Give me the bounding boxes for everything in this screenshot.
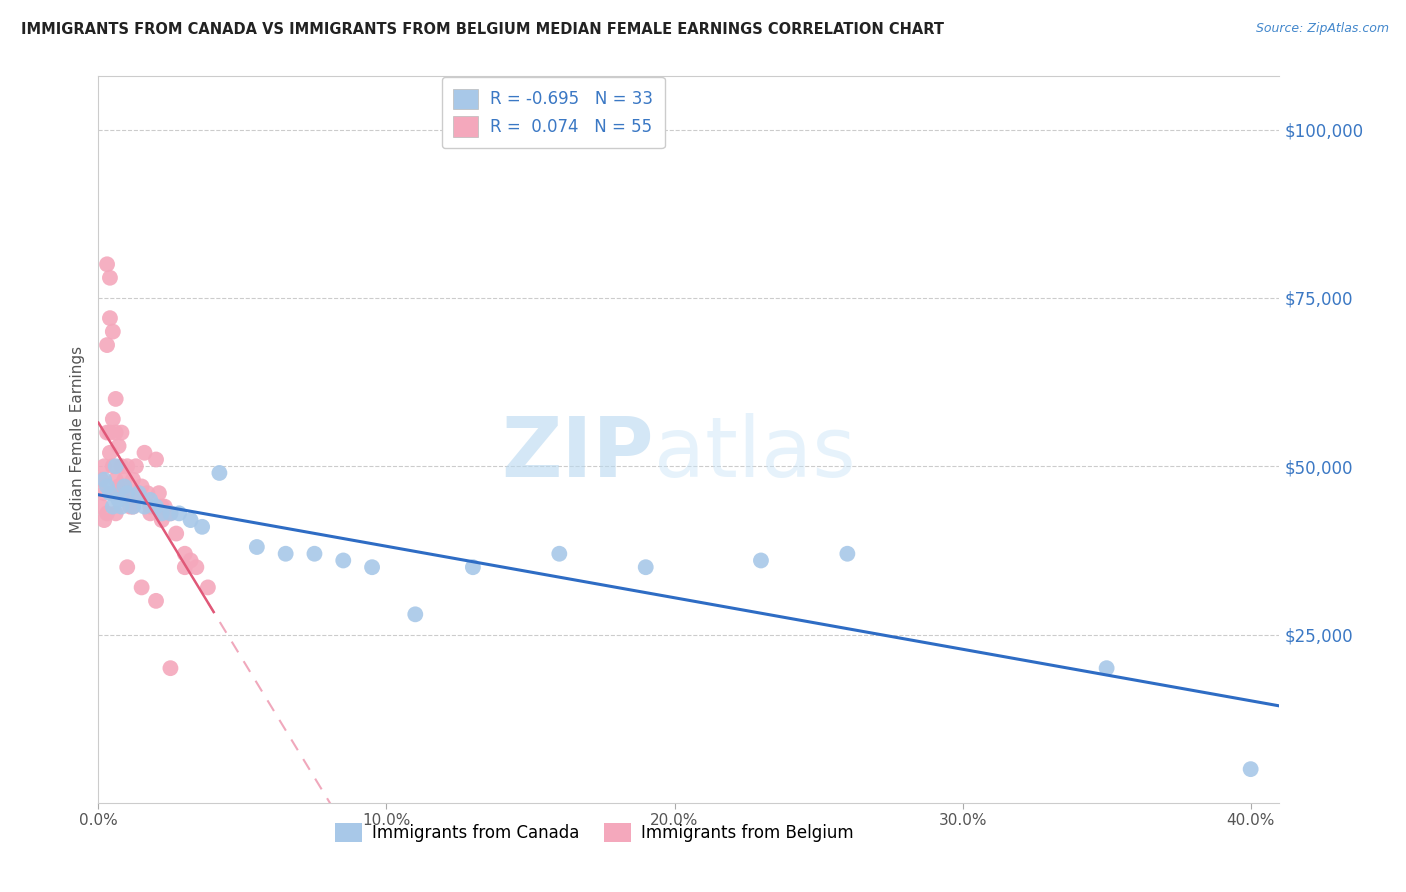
Point (115, 486, 138, 500)
Point (93, 513, 115, 527)
Point (131, 581, 153, 595)
Point (150, 513, 173, 527)
Point (125, 459, 148, 474)
Point (173, 547, 195, 561)
Point (93, 473, 115, 487)
Point (98, 311, 121, 326)
Point (101, 325, 124, 339)
Text: ZIP: ZIP (501, 413, 654, 494)
Point (128, 486, 150, 500)
Point (98, 446, 121, 460)
Point (98, 425, 121, 440)
Point (749, 553, 772, 567)
Point (180, 553, 202, 567)
Legend: Immigrants from Canada, Immigrants from Belgium: Immigrants from Canada, Immigrants from … (329, 816, 860, 849)
Point (104, 473, 127, 487)
Point (167, 507, 190, 521)
Point (837, 547, 859, 561)
Point (96, 425, 118, 440)
Point (134, 446, 156, 460)
Point (90, 473, 112, 487)
Point (361, 560, 384, 574)
Point (1240, 762, 1263, 776)
Point (148, 486, 170, 500)
Text: atlas: atlas (654, 413, 855, 494)
Point (120, 500, 142, 514)
Point (98, 486, 121, 500)
Point (208, 466, 231, 480)
Point (110, 425, 132, 440)
Point (107, 479, 129, 493)
Point (131, 479, 153, 493)
Point (139, 507, 162, 521)
Point (104, 392, 127, 406)
Point (159, 661, 181, 675)
Point (159, 507, 181, 521)
Point (101, 412, 124, 426)
Point (110, 486, 132, 500)
Point (101, 459, 124, 474)
Text: IMMIGRANTS FROM CANADA VS IMMIGRANTS FROM BELGIUM MEDIAN FEMALE EARNINGS CORRELA: IMMIGRANTS FROM CANADA VS IMMIGRANTS FRO… (21, 22, 943, 37)
Point (115, 560, 138, 574)
Point (104, 507, 127, 521)
Point (112, 479, 135, 493)
Point (96, 257, 118, 271)
Point (145, 452, 167, 467)
Point (110, 459, 132, 474)
Point (1095, 661, 1118, 675)
Y-axis label: Median Female Earnings: Median Female Earnings (69, 346, 84, 533)
Point (180, 513, 202, 527)
Point (145, 594, 167, 608)
Point (304, 547, 326, 561)
Point (332, 553, 354, 567)
Text: Source: ZipAtlas.com: Source: ZipAtlas.com (1256, 22, 1389, 36)
Point (104, 425, 127, 440)
Point (110, 500, 132, 514)
Point (93, 459, 115, 474)
Point (122, 473, 145, 487)
Point (139, 500, 162, 514)
Point (150, 507, 173, 521)
Point (115, 486, 138, 500)
Point (548, 547, 571, 561)
Point (128, 486, 150, 500)
Point (145, 500, 167, 514)
Point (165, 526, 187, 541)
Point (104, 459, 127, 474)
Point (107, 439, 129, 453)
Point (122, 500, 145, 514)
Point (115, 459, 138, 474)
Point (139, 492, 162, 507)
Point (98, 270, 121, 285)
Point (186, 560, 208, 574)
Point (122, 500, 145, 514)
Point (96, 507, 118, 521)
Point (136, 486, 159, 500)
Point (246, 540, 269, 554)
Point (274, 547, 297, 561)
Point (101, 500, 124, 514)
Point (153, 500, 176, 514)
Point (96, 338, 118, 352)
Point (191, 520, 214, 534)
Point (96, 479, 118, 493)
Point (634, 560, 657, 574)
Point (93, 486, 115, 500)
Point (404, 607, 426, 622)
Point (173, 560, 195, 574)
Point (150, 500, 173, 514)
Point (159, 507, 181, 521)
Point (134, 500, 156, 514)
Point (90, 500, 112, 514)
Point (197, 581, 219, 595)
Point (107, 492, 129, 507)
Point (101, 486, 124, 500)
Point (112, 473, 135, 487)
Point (461, 560, 484, 574)
